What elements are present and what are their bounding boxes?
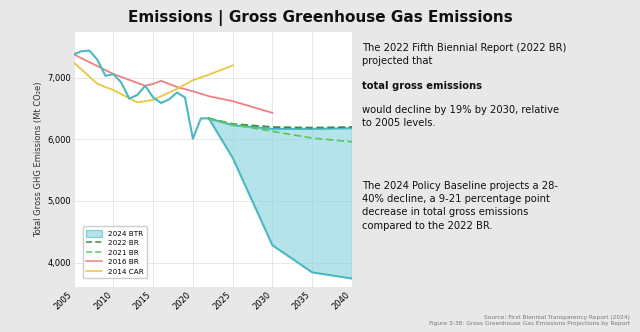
Text: The 2022 Fifth Biennial Report (2022 BR)
projected that: The 2022 Fifth Biennial Report (2022 BR)… <box>362 43 566 66</box>
Text: Source: First Biennial Transparency Report (2024)
Figure 3-38: Gross Greenhouse : Source: First Biennial Transparency Repo… <box>429 315 630 326</box>
Text: The 2024 Policy Baseline projects a 28-
40% decline, a 9-21 percentage point
dec: The 2024 Policy Baseline projects a 28- … <box>362 181 557 230</box>
Text: Emissions | Gross Greenhouse Gas Emissions: Emissions | Gross Greenhouse Gas Emissio… <box>127 10 513 26</box>
Text: would decline by 19% by 2030, relative
to 2005 levels.: would decline by 19% by 2030, relative t… <box>362 105 559 128</box>
Y-axis label: Total Gross GHG Emissions (Mt CO₂e): Total Gross GHG Emissions (Mt CO₂e) <box>34 82 43 237</box>
Polygon shape <box>209 119 352 279</box>
Legend: 2024 BTR, 2022 BR, 2021 BR, 2016 BR, 2014 CAR: 2024 BTR, 2022 BR, 2021 BR, 2016 BR, 201… <box>83 226 147 279</box>
Text: total gross emissions: total gross emissions <box>362 81 481 91</box>
